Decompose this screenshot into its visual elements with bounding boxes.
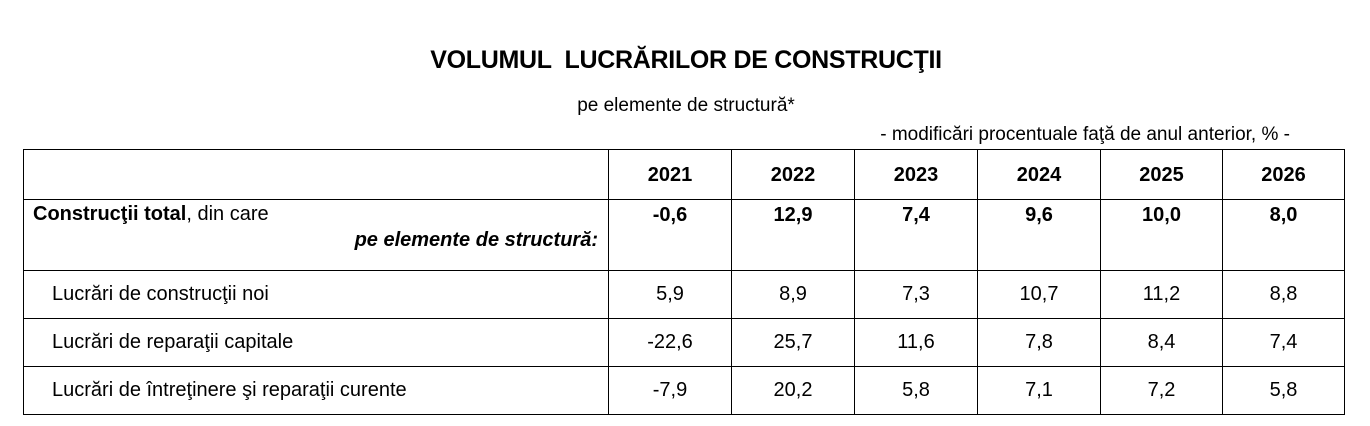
header-row: 2021 2022 2023 2024 2025 2026	[23, 149, 1345, 200]
table-cell: 10,7	[977, 270, 1101, 319]
total-row: Construcţii total, din care pe elemente …	[23, 199, 1345, 271]
total-name: Construcţii total, din care	[24, 203, 608, 225]
table-cell: 9,6	[977, 199, 1101, 271]
unit-note: - modificări procentuale faţă de anul an…	[880, 124, 1290, 145]
table-cell: 7,3	[854, 270, 978, 319]
year-header: 2022	[731, 149, 855, 200]
table-cell: 10,0	[1100, 199, 1223, 271]
table-cell: 12,9	[731, 199, 855, 271]
table-row: Lucrări de reparaţii capitale -22,6 25,7…	[23, 318, 1345, 367]
table-cell: -22,6	[608, 318, 732, 367]
table-cell: 11,6	[854, 318, 978, 367]
page-title: VOLUMUL LUCRĂRILOR DE CONSTRUCŢII	[430, 46, 942, 74]
table-cell: 8,8	[1222, 270, 1345, 319]
table-cell: 7,8	[977, 318, 1101, 367]
year-header: 2025	[1100, 149, 1223, 200]
table-cell: 5,8	[854, 366, 978, 415]
year-header: 2026	[1222, 149, 1345, 200]
table-cell: 7,2	[1100, 366, 1223, 415]
table-cell: 8,4	[1100, 318, 1223, 367]
table-cell: -0,6	[608, 199, 732, 271]
table-cell: 8,9	[731, 270, 855, 319]
table-cell: 20,2	[731, 366, 855, 415]
table-cell: -7,9	[608, 366, 732, 415]
row-label: Lucrări de reparaţii capitale	[23, 318, 609, 367]
table-cell: 7,4	[1222, 318, 1345, 367]
table-cell: 7,1	[977, 366, 1101, 415]
year-header: 2021	[608, 149, 732, 200]
table-cell: 11,2	[1100, 270, 1223, 319]
table-cell: 25,7	[731, 318, 855, 367]
total-label-cell: Construcţii total, din care pe elemente …	[23, 199, 609, 271]
table-cell: 8,0	[1222, 199, 1345, 271]
table-row: Lucrări de construcţii noi 5,9 8,9 7,3 1…	[23, 270, 1345, 319]
total-name-bold: Construcţii total	[33, 203, 187, 225]
year-header: 2023	[854, 149, 978, 200]
table-row: Lucrări de întreţinere şi reparaţii cure…	[23, 366, 1345, 415]
table-cell: 5,9	[608, 270, 732, 319]
header-label-cell	[23, 149, 609, 200]
structure-label: pe elemente de structură:	[354, 229, 598, 251]
construction-volume-table: 2021 2022 2023 2024 2025 2026 Construcţi…	[23, 149, 1345, 415]
table-cell: 7,4	[854, 199, 978, 271]
page-subtitle: pe elemente de structură*	[577, 95, 795, 116]
row-label: Lucrări de întreţinere şi reparaţii cure…	[23, 366, 609, 415]
year-header: 2024	[977, 149, 1101, 200]
row-label: Lucrări de construcţii noi	[23, 270, 609, 319]
table-cell: 5,8	[1222, 366, 1345, 415]
total-name-suffix: , din care	[186, 203, 269, 225]
